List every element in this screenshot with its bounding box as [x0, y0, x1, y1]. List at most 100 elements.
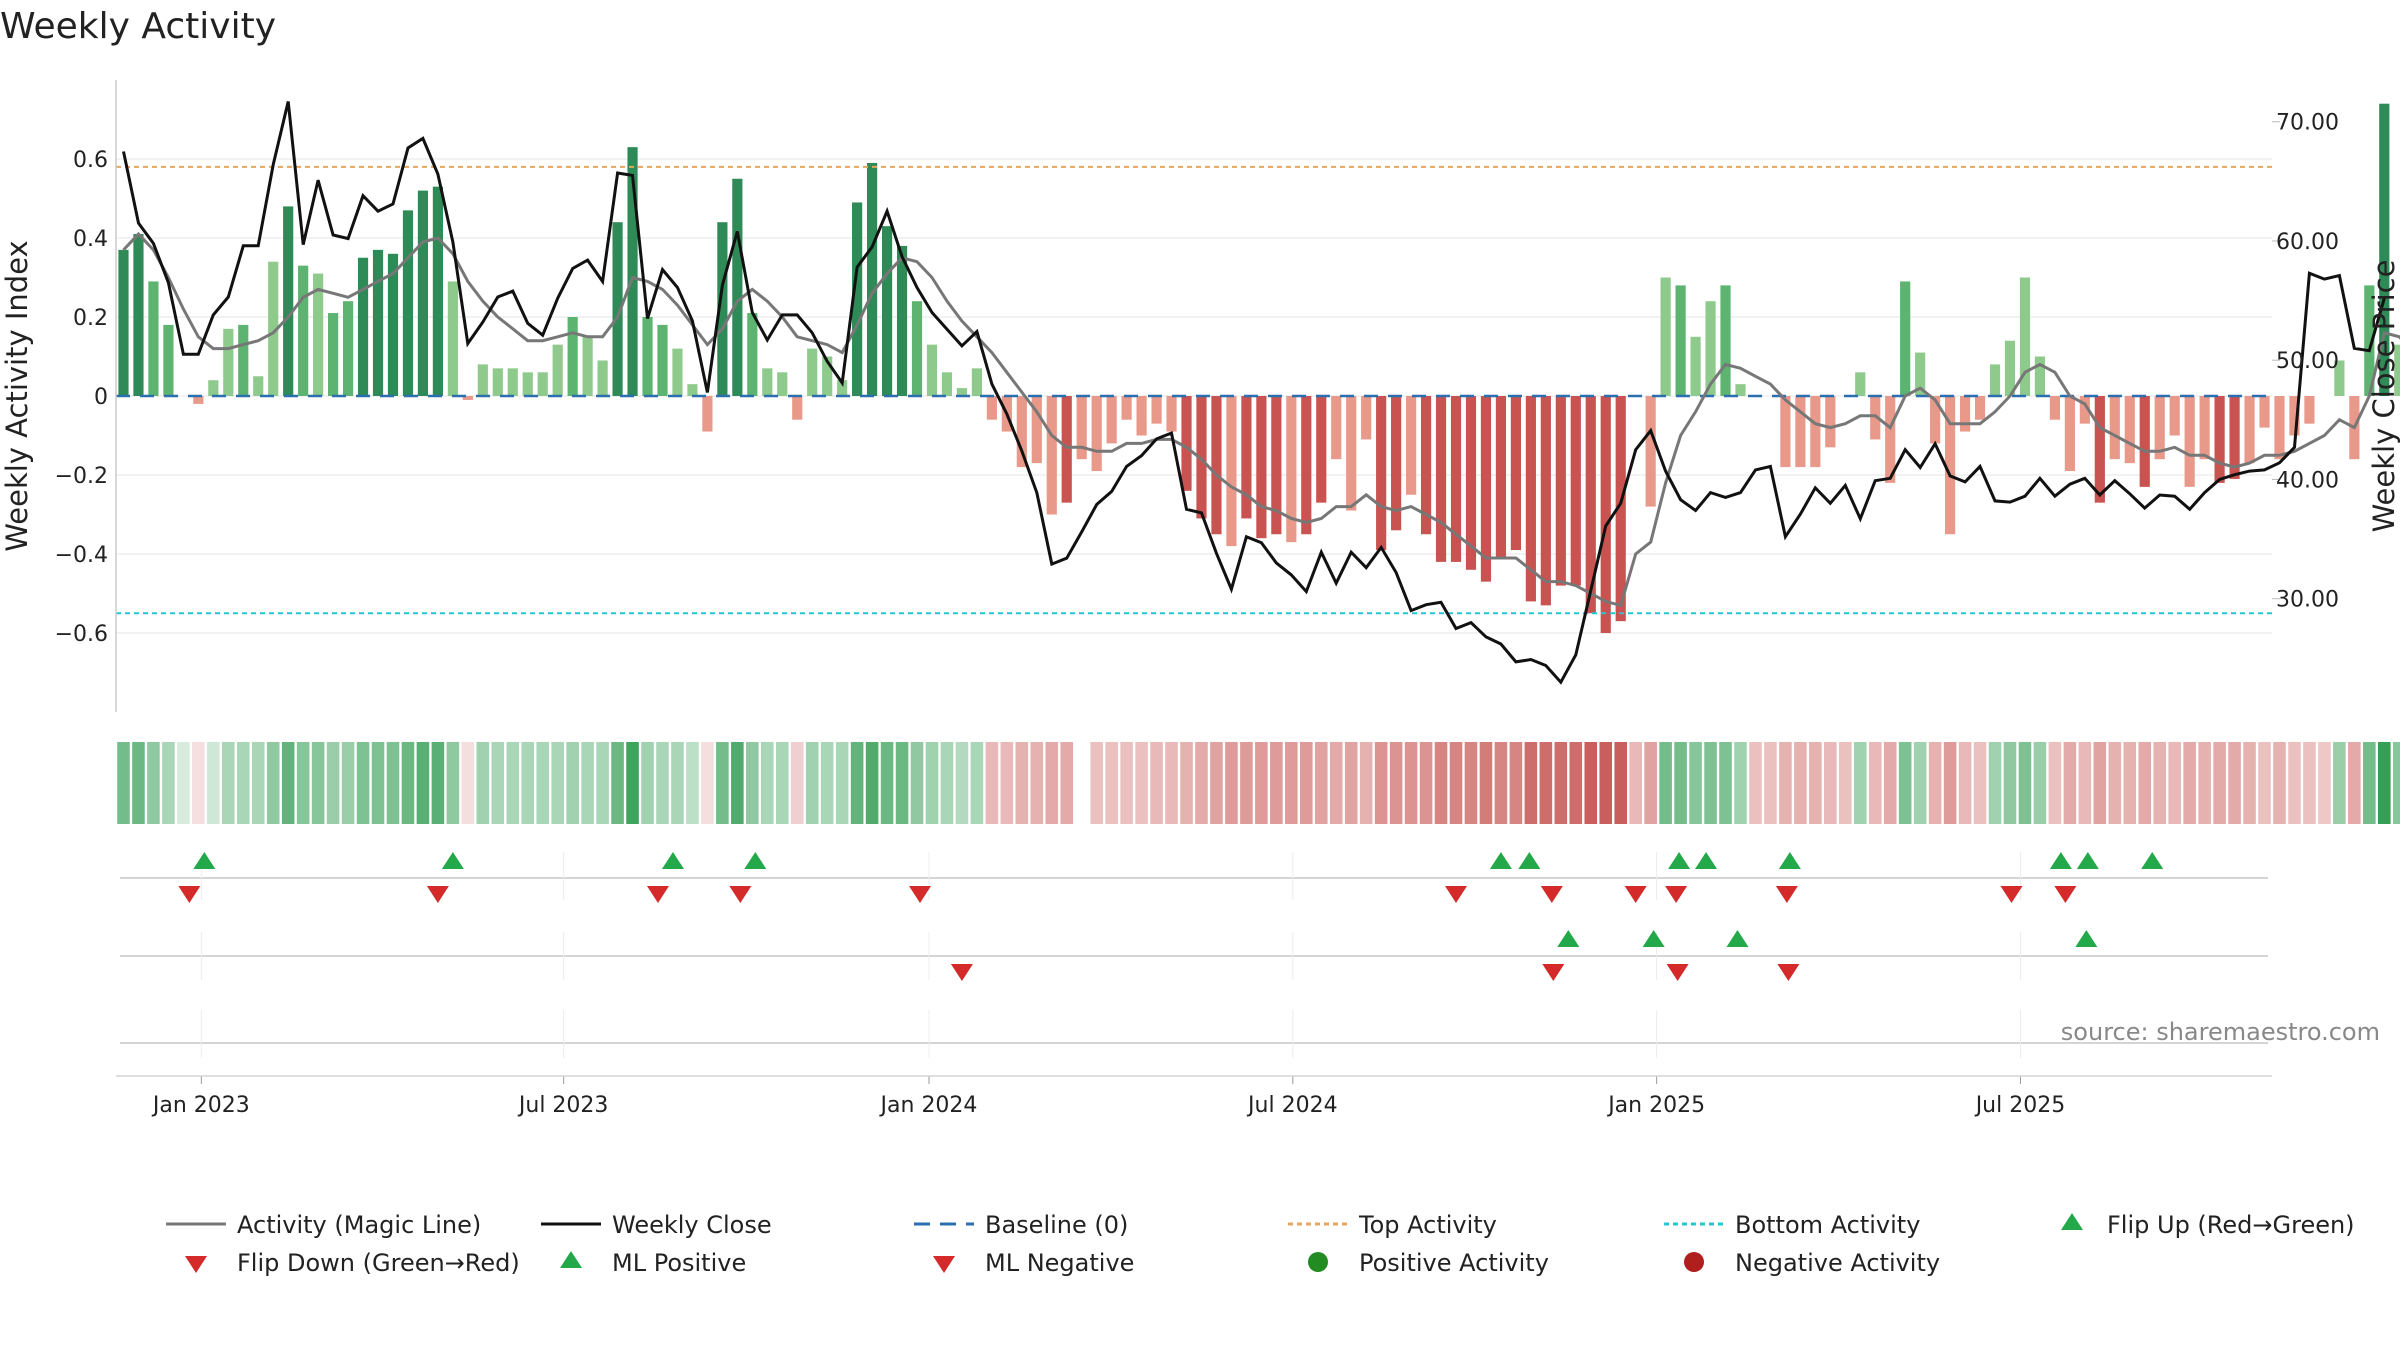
- activity-bar: [1046, 396, 1057, 515]
- activity-bar: [2094, 396, 2105, 503]
- y-tick-label: 0.2: [73, 306, 108, 331]
- strip-cell: [2348, 742, 2361, 824]
- strip-cell: [1973, 742, 1987, 824]
- strip-cell: [1015, 742, 1029, 824]
- strip-cell: [1389, 742, 1403, 824]
- strip-cell: [162, 742, 175, 824]
- flip-down-marker: [1540, 886, 1563, 903]
- strip-cell: [1554, 742, 1568, 824]
- legend-label: Baseline (0): [985, 1211, 1128, 1239]
- strip-cell: [1090, 742, 1103, 824]
- strip-cell: [1883, 742, 1897, 824]
- grid: [116, 158, 2272, 634]
- magic-line: [122, 231, 2400, 608]
- strip-cell: [1314, 742, 1328, 824]
- activity-bar: [867, 162, 878, 396]
- strip-cell: [985, 742, 999, 824]
- strip-cell: [386, 742, 400, 824]
- activity-bar: [283, 206, 294, 396]
- activity-bar: [1196, 396, 1207, 519]
- activity-bar: [1151, 396, 1162, 424]
- legend-symbol-positive-activity: [1308, 1252, 1328, 1272]
- strip-cell: [2198, 742, 2211, 824]
- flip-up-marker: [1489, 852, 1512, 869]
- flip-up-marker: [1668, 852, 1691, 869]
- strip-cell: [2048, 742, 2062, 824]
- strip-cell: [401, 742, 415, 824]
- strip-cell: [1539, 742, 1553, 824]
- activity-bar: [1480, 396, 1492, 582]
- activity-bar: [1600, 396, 1611, 633]
- activity-bar: [762, 368, 773, 396]
- activity-bar: [627, 147, 638, 396]
- legend-label: Top Activity: [1358, 1211, 1497, 1239]
- activity-bar: [133, 234, 144, 396]
- activity-bar: [372, 249, 384, 396]
- activity-bar: [2379, 103, 2390, 396]
- activity-bar: [2304, 396, 2315, 424]
- activity-bar: [1585, 396, 1596, 614]
- activity-bar: [926, 344, 938, 396]
- strip-cell: [536, 742, 549, 824]
- activity-bar: [1166, 396, 1177, 432]
- y2-tick-label: 70.00: [2276, 111, 2339, 136]
- ml-negative-marker: [1666, 964, 1689, 981]
- strip-cell: [1135, 742, 1148, 824]
- activity-bar: [298, 265, 309, 396]
- activity-bar: [1241, 396, 1252, 519]
- activity-bar: [342, 301, 354, 396]
- strip-cell: [1255, 742, 1268, 824]
- x-tick-label: Jul 2025: [1974, 1093, 2066, 1118]
- activity-bar: [1226, 396, 1237, 547]
- activity-bar: [582, 336, 593, 396]
- y-tick-label: −0.6: [55, 622, 108, 647]
- strip-cell: [296, 742, 310, 824]
- activity-bar: [1286, 396, 1297, 543]
- ml-negative-marker: [1777, 964, 1800, 981]
- x-tick-label: Jan 2025: [1606, 1093, 1705, 1118]
- activity-bar: [1810, 396, 1821, 468]
- strip-cell: [1509, 742, 1523, 824]
- x-tick-label: Jul 2024: [1246, 1093, 1338, 1118]
- strip-cell: [2153, 742, 2166, 824]
- strip-cell: [446, 742, 460, 824]
- strip-cell: [2063, 742, 2077, 824]
- strip-cell: [641, 742, 654, 824]
- activity-bar: [1346, 396, 1357, 511]
- strip-cell: [1300, 742, 1313, 824]
- strip-cell: [207, 742, 220, 824]
- activity-bar: [1720, 285, 1731, 396]
- activity-bar: [2154, 396, 2165, 460]
- legend-label: ML Positive: [612, 1249, 746, 1277]
- strip-cell: [521, 742, 535, 824]
- activity-bar: [1959, 396, 1971, 432]
- strip-cell: [701, 742, 714, 824]
- axes: −0.6 −0.4 −0.2 0 0.2 0.4 0.6 30.00 40.00 50.00 60.…: [0, 80, 2400, 1118]
- legend-symbol-negative-activity: [1684, 1252, 1704, 1272]
- legend-label: ML Negative: [985, 1249, 1134, 1277]
- strip-cell: [311, 742, 325, 824]
- strip-cell: [1764, 742, 1777, 824]
- strip-cell: [1240, 742, 1253, 824]
- activity-bar: [2124, 396, 2135, 464]
- strip-cell: [1180, 742, 1193, 824]
- activity-bar: [462, 396, 473, 400]
- activity-bar: [2229, 396, 2240, 479]
- strip-cell: [2273, 742, 2286, 824]
- activity-bar: [732, 178, 743, 396]
- activity-bar: [2289, 396, 2300, 436]
- activity-bar: [777, 372, 788, 396]
- activity-bar: [1061, 396, 1072, 503]
- strip-cell: [1719, 742, 1732, 824]
- activity-bar: [2004, 340, 2016, 396]
- strip-cell: [820, 742, 834, 824]
- strip-cell: [2243, 742, 2256, 824]
- activity-bar: [1570, 396, 1581, 586]
- activity-bars: [118, 103, 2400, 633]
- strip-cell: [1614, 742, 1627, 824]
- activity-bar: [1780, 396, 1791, 468]
- activity-bar: [313, 273, 324, 396]
- strip-cell: [2033, 742, 2047, 824]
- y2-tick-label: 30.00: [2276, 588, 2339, 613]
